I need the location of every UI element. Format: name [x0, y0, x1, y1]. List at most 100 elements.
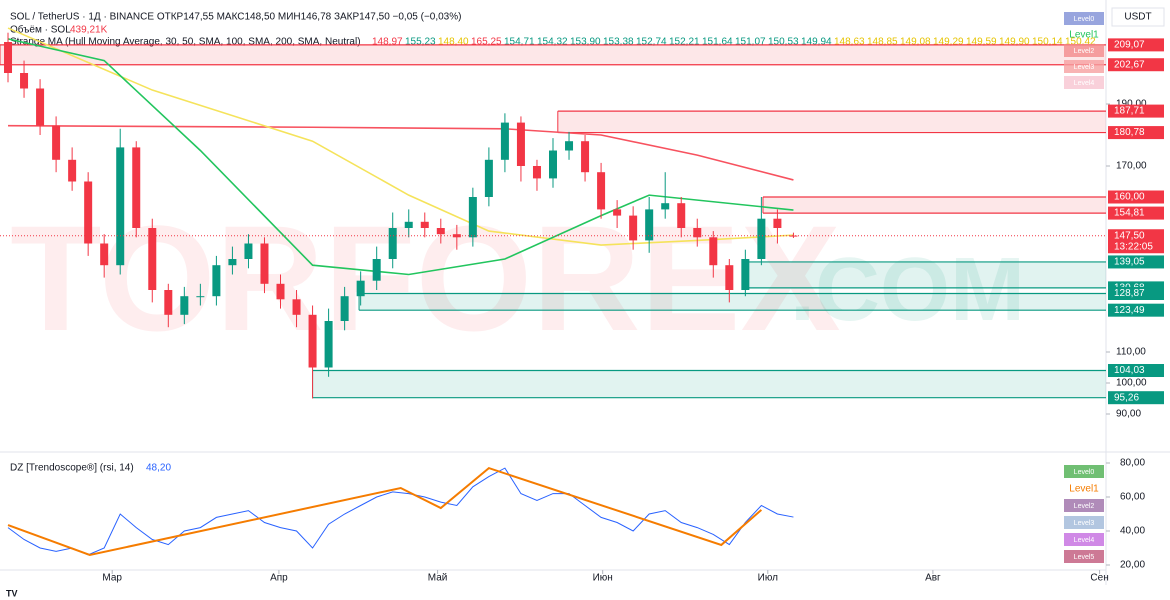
- level-label: 139,05: [1114, 257, 1145, 268]
- candle-body: [565, 141, 574, 151]
- candle-body: [244, 243, 253, 259]
- symbol-header: SOL / TetherUS · 1Д · BINANCE ОТКР147,55…: [10, 12, 461, 23]
- candle-body: [388, 228, 397, 259]
- currency[interactable]: USDT: [1124, 12, 1151, 23]
- rsi-level-tag: Level1: [1069, 484, 1099, 495]
- level-label-box: [1108, 104, 1164, 118]
- tv-logo: TV: [6, 588, 18, 598]
- rsi-y-tick-label: 20,00: [1120, 560, 1145, 571]
- indicator-value: 149,29: [933, 37, 964, 48]
- candle-body: [4, 42, 13, 73]
- candle-body: [581, 141, 590, 173]
- rsi-level-tag: Level4: [1074, 537, 1095, 544]
- indicator-value: 149,08: [900, 37, 931, 48]
- candle-body: [773, 218, 782, 228]
- indicator-value: 150,53: [768, 37, 799, 48]
- level-tag: Level4: [1074, 80, 1095, 87]
- level-label: 123,49: [1114, 305, 1145, 316]
- level-label-box: [1108, 303, 1164, 317]
- candle-body: [276, 283, 285, 300]
- candle-body: [324, 321, 333, 368]
- candle-body: [196, 296, 205, 298]
- y-tick-label: 110,00: [1116, 347, 1146, 358]
- indicator-value: 152,74: [636, 37, 667, 48]
- candle-body: [532, 166, 541, 179]
- moving-average: [7, 38, 794, 276]
- candle-body: [292, 299, 301, 315]
- rsi-level-tag: Level2: [1074, 503, 1095, 510]
- level-label: 180,78: [1114, 127, 1145, 138]
- level-tag-box: [1064, 76, 1104, 89]
- candle-body: [164, 290, 173, 315]
- candle-body: [52, 125, 61, 160]
- level-label: 154,81: [1114, 208, 1145, 219]
- candle-body: [228, 259, 237, 266]
- y-tick-label: 190,00: [1116, 99, 1147, 110]
- level-label: 128,87: [1114, 288, 1145, 299]
- candle-body: [468, 197, 477, 238]
- indicator-value: 148,97: [372, 37, 403, 48]
- indicator-value: 148,85: [867, 37, 898, 48]
- candle-body: [725, 265, 734, 290]
- rsi-level-tag: Level3: [1074, 520, 1095, 527]
- candle-body: [260, 243, 269, 284]
- candle-body: [132, 147, 141, 228]
- indicator-label: Strange MA (Hull Moving Average, 30, 50,…: [10, 37, 361, 48]
- zone: [762, 197, 1106, 214]
- indicator-value: 165,25: [471, 37, 502, 48]
- candle-body: [516, 122, 525, 166]
- indicator-value: 154,32: [537, 37, 568, 48]
- level-label-box: [1108, 287, 1164, 301]
- rsi-zigzag: [7, 466, 763, 557]
- candle-body: [180, 296, 189, 315]
- x-tick-label: Апр: [270, 573, 288, 584]
- x-tick-label: Сен: [1090, 573, 1108, 584]
- last-price-box: [1108, 229, 1164, 254]
- indicator-value: 149,59: [966, 37, 997, 48]
- volume-value: 439,21K: [70, 25, 108, 36]
- volume-label: Объём · SOL: [10, 24, 71, 36]
- candle-body: [645, 209, 654, 241]
- rsi-level-box: [1064, 533, 1104, 546]
- countdown: 13:22:05: [1114, 241, 1153, 252]
- indicator-value: 151,64: [702, 37, 733, 48]
- candle-body: [148, 228, 157, 290]
- rsi-value: 48,20: [146, 463, 171, 474]
- candle-body: [68, 159, 77, 182]
- rsi-level-box: [1064, 550, 1104, 563]
- watermark-suffix: .COM: [790, 240, 1025, 340]
- rsi-level-box: [1064, 465, 1104, 478]
- candle-body: [693, 228, 702, 238]
- candle-body: [340, 296, 349, 321]
- candle-body: [356, 280, 365, 297]
- candle-body: [420, 221, 429, 228]
- candle-body: [613, 209, 622, 216]
- candle-body: [372, 259, 381, 281]
- indicator-value: 153,38: [603, 37, 634, 48]
- indicator-value: 150,14: [1032, 37, 1063, 48]
- level-label: 209,07: [1114, 40, 1145, 51]
- zone: [0, 44, 1106, 65]
- rsi-label: DZ [Trendoscope®] (rsi, 14): [10, 463, 134, 474]
- candle-body: [677, 203, 686, 228]
- candle-body: [404, 221, 413, 228]
- candle-body: [549, 150, 557, 179]
- level-tag: Level1: [1069, 30, 1099, 41]
- indicator-value: 149,90: [999, 37, 1030, 48]
- candle-body: [308, 314, 317, 368]
- candle-body: [36, 88, 45, 126]
- level-tag-box: [1064, 44, 1104, 57]
- candle-body: [436, 228, 445, 235]
- currency-box[interactable]: [1111, 7, 1165, 27]
- zone: [743, 261, 1106, 288]
- x-tick-label: Июл: [758, 573, 778, 584]
- level-label-box: [1108, 58, 1164, 72]
- level-tag: Level2: [1074, 48, 1095, 55]
- candle-body: [20, 73, 29, 89]
- candle-body: [484, 159, 493, 197]
- x-tick-label: Июн: [593, 573, 613, 584]
- rsi-y-tick-label: 60,00: [1120, 492, 1145, 503]
- level-label: 95,26: [1114, 392, 1139, 403]
- level-label-box: [1108, 206, 1164, 220]
